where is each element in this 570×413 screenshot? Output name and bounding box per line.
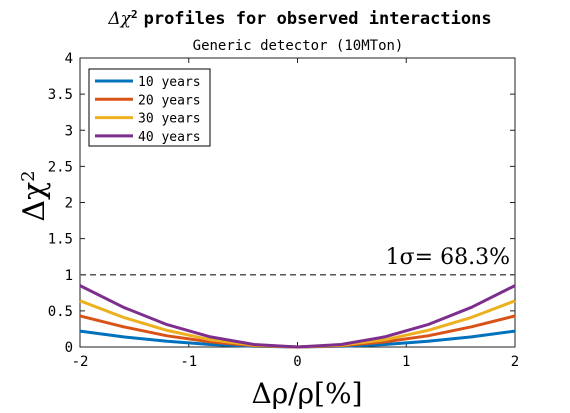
y-tick-label: 3.5 (48, 87, 73, 103)
x-tick-label: 2 (511, 354, 519, 370)
y-tick-label: 1 (65, 268, 73, 284)
y-tick-label: 0 (65, 340, 73, 356)
y-tick-label: 2.5 (48, 159, 73, 175)
legend: 10 years 20 years 30 years 40 years (88, 68, 211, 147)
y-tick-label: 0.5 (48, 304, 73, 320)
x-tick-label: -1 (180, 354, 197, 370)
legend-label: 10 years (138, 75, 201, 90)
chart-subtitle: Generic detector (10MTon) (193, 38, 404, 54)
y-axis-label: Δχ2 (17, 170, 52, 221)
y-tick-label: 3 (65, 123, 73, 139)
chart-title: Δχ2 profiles for observed interactions (107, 8, 491, 30)
legend-label: 40 years (138, 130, 201, 145)
reference-line-label: 1σ= 68.3% (386, 245, 510, 270)
y-tick-label: 2 (65, 196, 73, 212)
plot-area: -2 -1 0 1 2 0 0.5 1 1.5 2 2.5 3 3.5 4 (48, 51, 520, 370)
x-tick-label: -2 (72, 354, 89, 370)
chart-title-superscript: 2 (131, 8, 138, 21)
y-axis-label-symbol: Δχ (17, 182, 52, 222)
y-axis-label-superscript: 2 (18, 170, 39, 181)
series-line (79, 284, 516, 349)
y-tick-label: 4 (65, 51, 73, 67)
x-axis-label: Δρ/ρ[%] (251, 377, 362, 410)
x-tick-label: 1 (402, 354, 410, 370)
y-tick-label: 1.5 (48, 232, 73, 248)
legend-label: 30 years (138, 112, 201, 127)
chart-title-text: profiles for observed interactions (144, 9, 492, 29)
chart-title-symbol: Δχ (107, 9, 132, 29)
x-tick-label: 0 (293, 354, 301, 370)
legend-label: 20 years (138, 93, 201, 108)
